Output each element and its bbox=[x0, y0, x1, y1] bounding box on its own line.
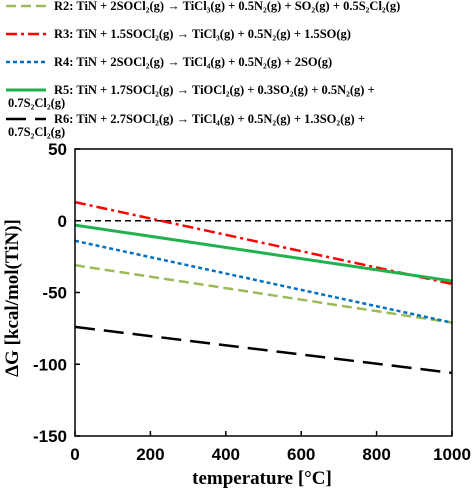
x-axis-label: temperature [°C] bbox=[192, 468, 332, 489]
series-line-r6 bbox=[74, 325, 453, 375]
y-tick-label: -50 bbox=[42, 284, 67, 303]
legend-entry-5-line-1: R5: TiN + 1.7SOCl₂(g) → TiOCl₂(g) + 0.3S… bbox=[54, 83, 375, 97]
x-tick-label: 800 bbox=[362, 445, 390, 464]
y-tick-label: 0 bbox=[58, 212, 67, 231]
y-tick-label: -150 bbox=[33, 427, 67, 446]
x-tick-label: 0 bbox=[70, 445, 79, 464]
x-tick-label: 600 bbox=[287, 445, 315, 464]
legend: R2: TiN + 2SOCl₂(g) → TiCl₃(g) + 0.5N₂(g… bbox=[6, 0, 400, 139]
y-tick-label: -100 bbox=[33, 355, 67, 374]
series-line-r5 bbox=[74, 223, 453, 283]
series-line-r3 bbox=[74, 200, 453, 286]
plot-frame bbox=[74, 148, 453, 437]
legend-entry-3-line-1: R3: TiN + 1.5SOCl₂(g) → TiCl₃(g) + 0.5N₂… bbox=[54, 27, 351, 41]
x-tick-label: 400 bbox=[212, 445, 240, 464]
y-tick-label: 50 bbox=[48, 140, 67, 159]
legend-entry-2-line-1: R2: TiN + 2SOCl₂(g) → TiCl₃(g) + 0.5N₂(g… bbox=[54, 0, 400, 13]
legend-entry-6-line-1: R6: TiN + 2.7SOCl₂(g) → TiCl₄(g) + 0.5N₂… bbox=[54, 112, 365, 126]
legend-entry-4-line-1: R4: TiN + 2SOCl₂(g) → TiCl₄(g) + 0.5N₂(g… bbox=[54, 55, 332, 69]
legend-entry-5-line-2: 0.7S₂Cl₂(g) bbox=[8, 96, 65, 110]
x-tick-label: 1000 bbox=[433, 445, 471, 464]
series-line-r4 bbox=[74, 239, 453, 324]
series-line-r2 bbox=[74, 263, 453, 324]
legend-entry-6-line-2: 0.7S₂Cl₂(g) bbox=[8, 125, 65, 139]
plot-area bbox=[74, 200, 453, 375]
x-tick-label: 200 bbox=[136, 445, 164, 464]
y-axis-label: ΔG [kcal/mol(TiN)] bbox=[2, 219, 23, 377]
